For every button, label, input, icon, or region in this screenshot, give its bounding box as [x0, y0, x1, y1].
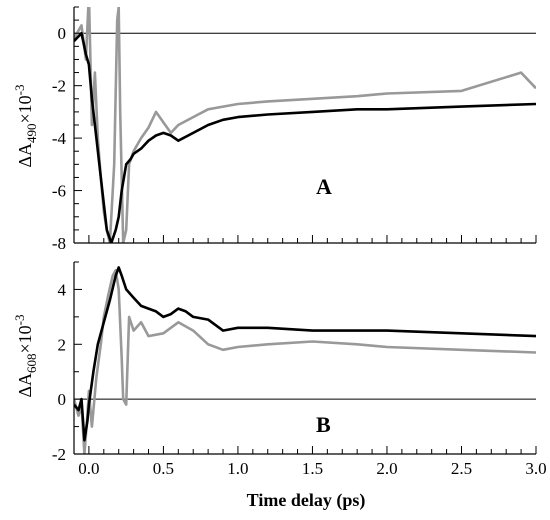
panel-b-x-tick-label: 0.5 [153, 459, 174, 478]
panel-b-y-tick-label: 0 [58, 390, 67, 409]
panel-b: 420-20.0 0.5 1.0 1.5 2.0 2.5 3.0 B ΔA608×10-3 … [12, 261, 547, 511]
panel-a-y-tick-label: -8 [52, 234, 66, 253]
panel-b-x-tick-label: 2.0 [376, 459, 397, 478]
panel-a-label: A [316, 174, 332, 199]
panel-b-x-tick-label: 1.0 [227, 459, 248, 478]
panel-a-y-tick-label: 0 [58, 24, 67, 43]
panel-b-y-tick-label: 4 [58, 280, 67, 299]
panel-b-y-tick-label: 2 [58, 335, 67, 354]
panel-b-x-tick-label: 3.0 [525, 459, 546, 478]
panel-a-y-tick-label: -2 [52, 77, 66, 96]
panel-b-series-gray-line [74, 268, 536, 454]
panel-b-x-tick-label: 1.5 [302, 459, 323, 478]
panel-a-series-gray-line [74, 7, 536, 243]
panel-b-x-tick-label: 2.5 [451, 459, 472, 478]
panel-b-axes: 4 2 0 -2 0.0 0.5 1.0 1.5 2.0 2.5 3.0 [52, 261, 547, 478]
panel-b-x-tick-label: 0.0 [78, 459, 99, 478]
panel-b-series-black-line [74, 266, 536, 442]
panel-a-series-black-line [74, 31, 536, 243]
panel-b-label: B [316, 412, 331, 437]
x-axis-title: Time delay (ps) [247, 490, 366, 511]
panel-a: 0 -2 -4 -6 -8 A ΔA490×10-3 [12, 6, 537, 253]
panel-a-axes: 0 -2 -4 -6 -8 [52, 6, 537, 253]
panel-a-y-tick-label: -6 [52, 182, 66, 201]
panel-b-y-tick-label: -2 [52, 445, 66, 464]
panel-a-ylabel: ΔA490×10-3 [12, 84, 39, 167]
panel-b-ylabel: ΔA608×10-3 [12, 314, 39, 397]
panel-a-y-tick-label: -4 [52, 129, 67, 148]
